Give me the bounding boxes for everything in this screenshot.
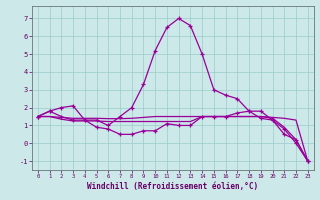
X-axis label: Windchill (Refroidissement éolien,°C): Windchill (Refroidissement éolien,°C): [87, 182, 258, 191]
